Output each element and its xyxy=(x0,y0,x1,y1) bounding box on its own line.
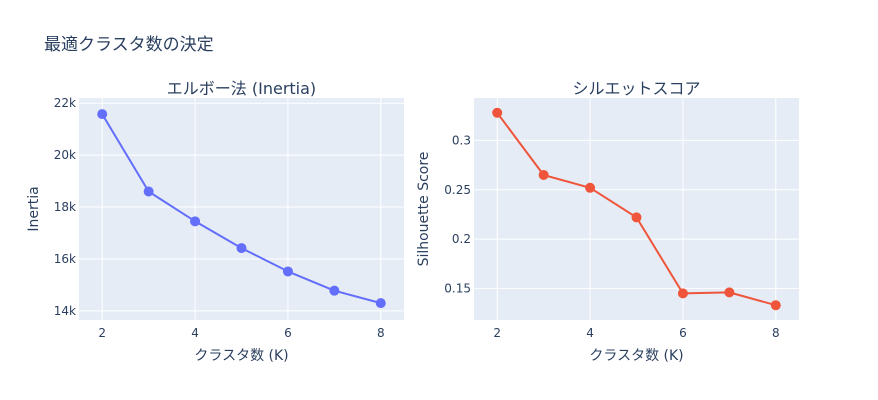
elbow-y-tick-label: 18k xyxy=(54,200,76,214)
silhouette-x-tick-label: 6 xyxy=(679,326,687,340)
elbow-data-point xyxy=(375,298,386,309)
elbow-data-point xyxy=(329,285,340,296)
elbow-y-tick-label: 16k xyxy=(54,252,76,266)
silhouette-x-axis-label: クラスタ数 (K) xyxy=(589,348,683,364)
elbow-data-point xyxy=(190,216,201,227)
elbow-data-point xyxy=(236,243,247,254)
silhouette-x-tick-label: 2 xyxy=(493,326,501,340)
silhouette-y-tick-label: 0.2 xyxy=(452,232,471,246)
elbow-chart: 2 4 6 8 14k 16k 18k 20k 22k エルボー法 (Inertia) クラスタ数 … xyxy=(26,79,404,364)
silhouette-data-point xyxy=(538,169,549,180)
elbow-x-axis-label: クラスタ数 (K) xyxy=(194,348,288,364)
elbow-y-tick-label: 14k xyxy=(54,304,76,318)
elbow-data-point xyxy=(282,266,293,277)
charts-layer: 2 4 6 8 14k 16k 18k 20k 22k エルボー法 (Inertia) クラスタ数 … xyxy=(26,79,799,364)
silhouette-data-point xyxy=(492,107,503,118)
elbow-y-tick-label: 22k xyxy=(54,96,76,110)
silhouette-y-tick-label: 0.25 xyxy=(444,183,471,197)
elbow-y-axis-label: Inertia xyxy=(26,186,42,231)
elbow-x-tick-label: 8 xyxy=(377,326,385,340)
silhouette-x-tick-label: 8 xyxy=(772,326,780,340)
silhouette-data-point xyxy=(631,212,642,223)
silhouette-plot-area xyxy=(474,98,799,320)
silhouette-y-axis-label: Silhouette Score xyxy=(416,152,432,267)
elbow-data-point xyxy=(143,186,154,197)
silhouette-x-tick-label: 4 xyxy=(586,326,594,340)
silhouette-data-point xyxy=(585,182,596,193)
elbow-x-tick-label: 2 xyxy=(98,326,106,340)
elbow-data-point xyxy=(97,109,108,120)
silhouette-title: シルエットスコア xyxy=(572,79,700,98)
elbow-x-tick-label: 4 xyxy=(191,326,199,340)
silhouette-y-tick-label: 0.3 xyxy=(452,133,471,147)
silhouette-data-point xyxy=(724,287,735,298)
silhouette-data-point xyxy=(770,300,781,311)
silhouette-y-tick-label: 0.15 xyxy=(444,281,471,295)
elbow-title: エルボー法 (Inertia) xyxy=(167,79,316,98)
figure-title: 最適クラスタ数の決定 xyxy=(44,35,214,55)
elbow-plot-area xyxy=(79,98,404,320)
elbow-y-tick-label: 20k xyxy=(54,148,76,162)
silhouette-data-point xyxy=(677,288,688,299)
elbow-x-tick-label: 6 xyxy=(284,326,292,340)
